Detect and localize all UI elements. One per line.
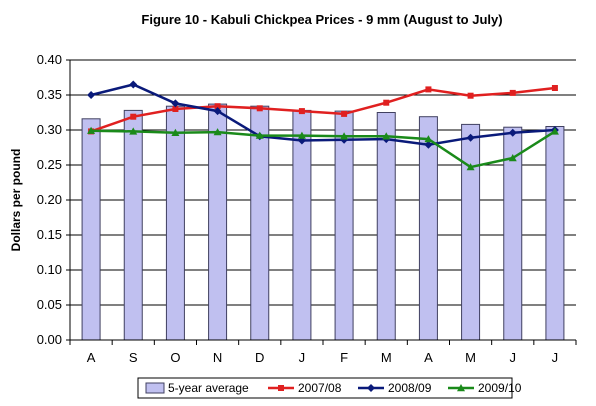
- line-series-group: [88, 85, 558, 135]
- y-tick-labels: 0.00 0.05 0.10 0.15 0.20 0.25 0.30 0.35 0.40: [37, 52, 62, 347]
- bar: [334, 110, 354, 341]
- legend-box: [137, 377, 513, 399]
- marker-square: [509, 89, 516, 96]
- marker-square: [425, 86, 432, 93]
- marker-triangle: [382, 132, 391, 140]
- bar: [292, 109, 312, 341]
- marker-square: [467, 92, 474, 99]
- y-tick-label: 0.05: [37, 297, 62, 312]
- marker-square: [214, 103, 221, 110]
- marker-diamond: [87, 91, 96, 99]
- marker-square: [130, 113, 137, 120]
- legend-label: 2009/10: [478, 381, 522, 395]
- x-tick-label: D: [255, 350, 264, 365]
- marker-diamond: [508, 128, 517, 137]
- marker-triangle: [466, 163, 475, 171]
- bar: [461, 123, 481, 341]
- y-tick-label: 0.40: [37, 52, 62, 67]
- marker-triangle: [87, 126, 96, 134]
- bar: [165, 105, 185, 341]
- axes: [66, 59, 577, 345]
- marker-diamond: [466, 133, 475, 142]
- marker-diamond: [129, 80, 138, 89]
- marker-diamond: [171, 99, 180, 108]
- y-tick-label: 0.30: [37, 122, 62, 137]
- x-tick-label: M: [381, 350, 392, 365]
- y-tick-label: 0.35: [37, 87, 62, 102]
- marker-triangle: [550, 127, 559, 135]
- legend: 5-year average 2007/08 2008/09 2009/10: [137, 377, 522, 399]
- marker-square: [298, 108, 305, 115]
- marker-triangle: [340, 132, 349, 140]
- bar: [250, 105, 270, 341]
- series-line: [90, 86, 556, 133]
- y-tick-label: 0.10: [37, 262, 62, 277]
- y-tick-label: 0.00: [37, 332, 62, 347]
- x-tick-label: M: [465, 350, 476, 365]
- marker-square: [256, 105, 263, 112]
- marker-square: [551, 85, 558, 91]
- x-tick-label: J: [510, 350, 517, 365]
- marker-square: [278, 385, 284, 391]
- marker-diamond: [213, 107, 222, 116]
- x-tick-label: A: [87, 350, 96, 365]
- x-tick-label: J: [299, 350, 306, 365]
- marker-triangle: [508, 154, 517, 162]
- x-tick-label: N: [213, 350, 222, 365]
- marker-triangle: [213, 128, 222, 136]
- y-tick-label: 0.25: [37, 157, 62, 172]
- legend-label: 2008/09: [388, 381, 432, 395]
- bar: [418, 116, 438, 341]
- marker-square: [172, 106, 179, 112]
- line-series-group: [87, 126, 559, 171]
- bar: [545, 126, 565, 341]
- marker-triangle: [129, 127, 138, 135]
- marker-square: [383, 99, 390, 106]
- marker-square: [341, 110, 348, 117]
- x-tick-label: S: [129, 350, 138, 365]
- marker-triangle: [424, 135, 433, 143]
- line-series-group: [87, 80, 559, 149]
- x-tick-label: O: [170, 350, 180, 365]
- marker-triangle: [255, 131, 264, 139]
- series-line: [91, 129, 556, 169]
- legend-label: 5-year average: [168, 381, 249, 395]
- x-tick-label: J: [552, 350, 559, 365]
- gridlines: [70, 59, 576, 306]
- marker-triangle: [457, 384, 465, 392]
- bar: [123, 109, 143, 341]
- y-tick-label: 0.20: [37, 192, 62, 207]
- marker-diamond: [424, 140, 433, 149]
- chart-title: Figure 10 - Kabuli Chickpea Prices - 9 m…: [141, 12, 502, 27]
- marker-diamond: [367, 384, 375, 392]
- x-tick-label: A: [424, 350, 433, 365]
- y-tick-label: 0.15: [37, 227, 62, 242]
- line-series: [87, 80, 559, 171]
- bar: [376, 112, 396, 341]
- bar: [208, 103, 228, 341]
- legend-swatch-bar: [145, 382, 165, 394]
- series-line: [90, 83, 555, 146]
- x-tick-label: F: [340, 350, 348, 365]
- marker-triangle: [297, 131, 306, 139]
- bar: [81, 118, 101, 341]
- marker-triangle: [171, 128, 180, 136]
- y-axis-label: Dollars per pound: [9, 149, 23, 252]
- legend-label: 2007/08: [298, 381, 342, 395]
